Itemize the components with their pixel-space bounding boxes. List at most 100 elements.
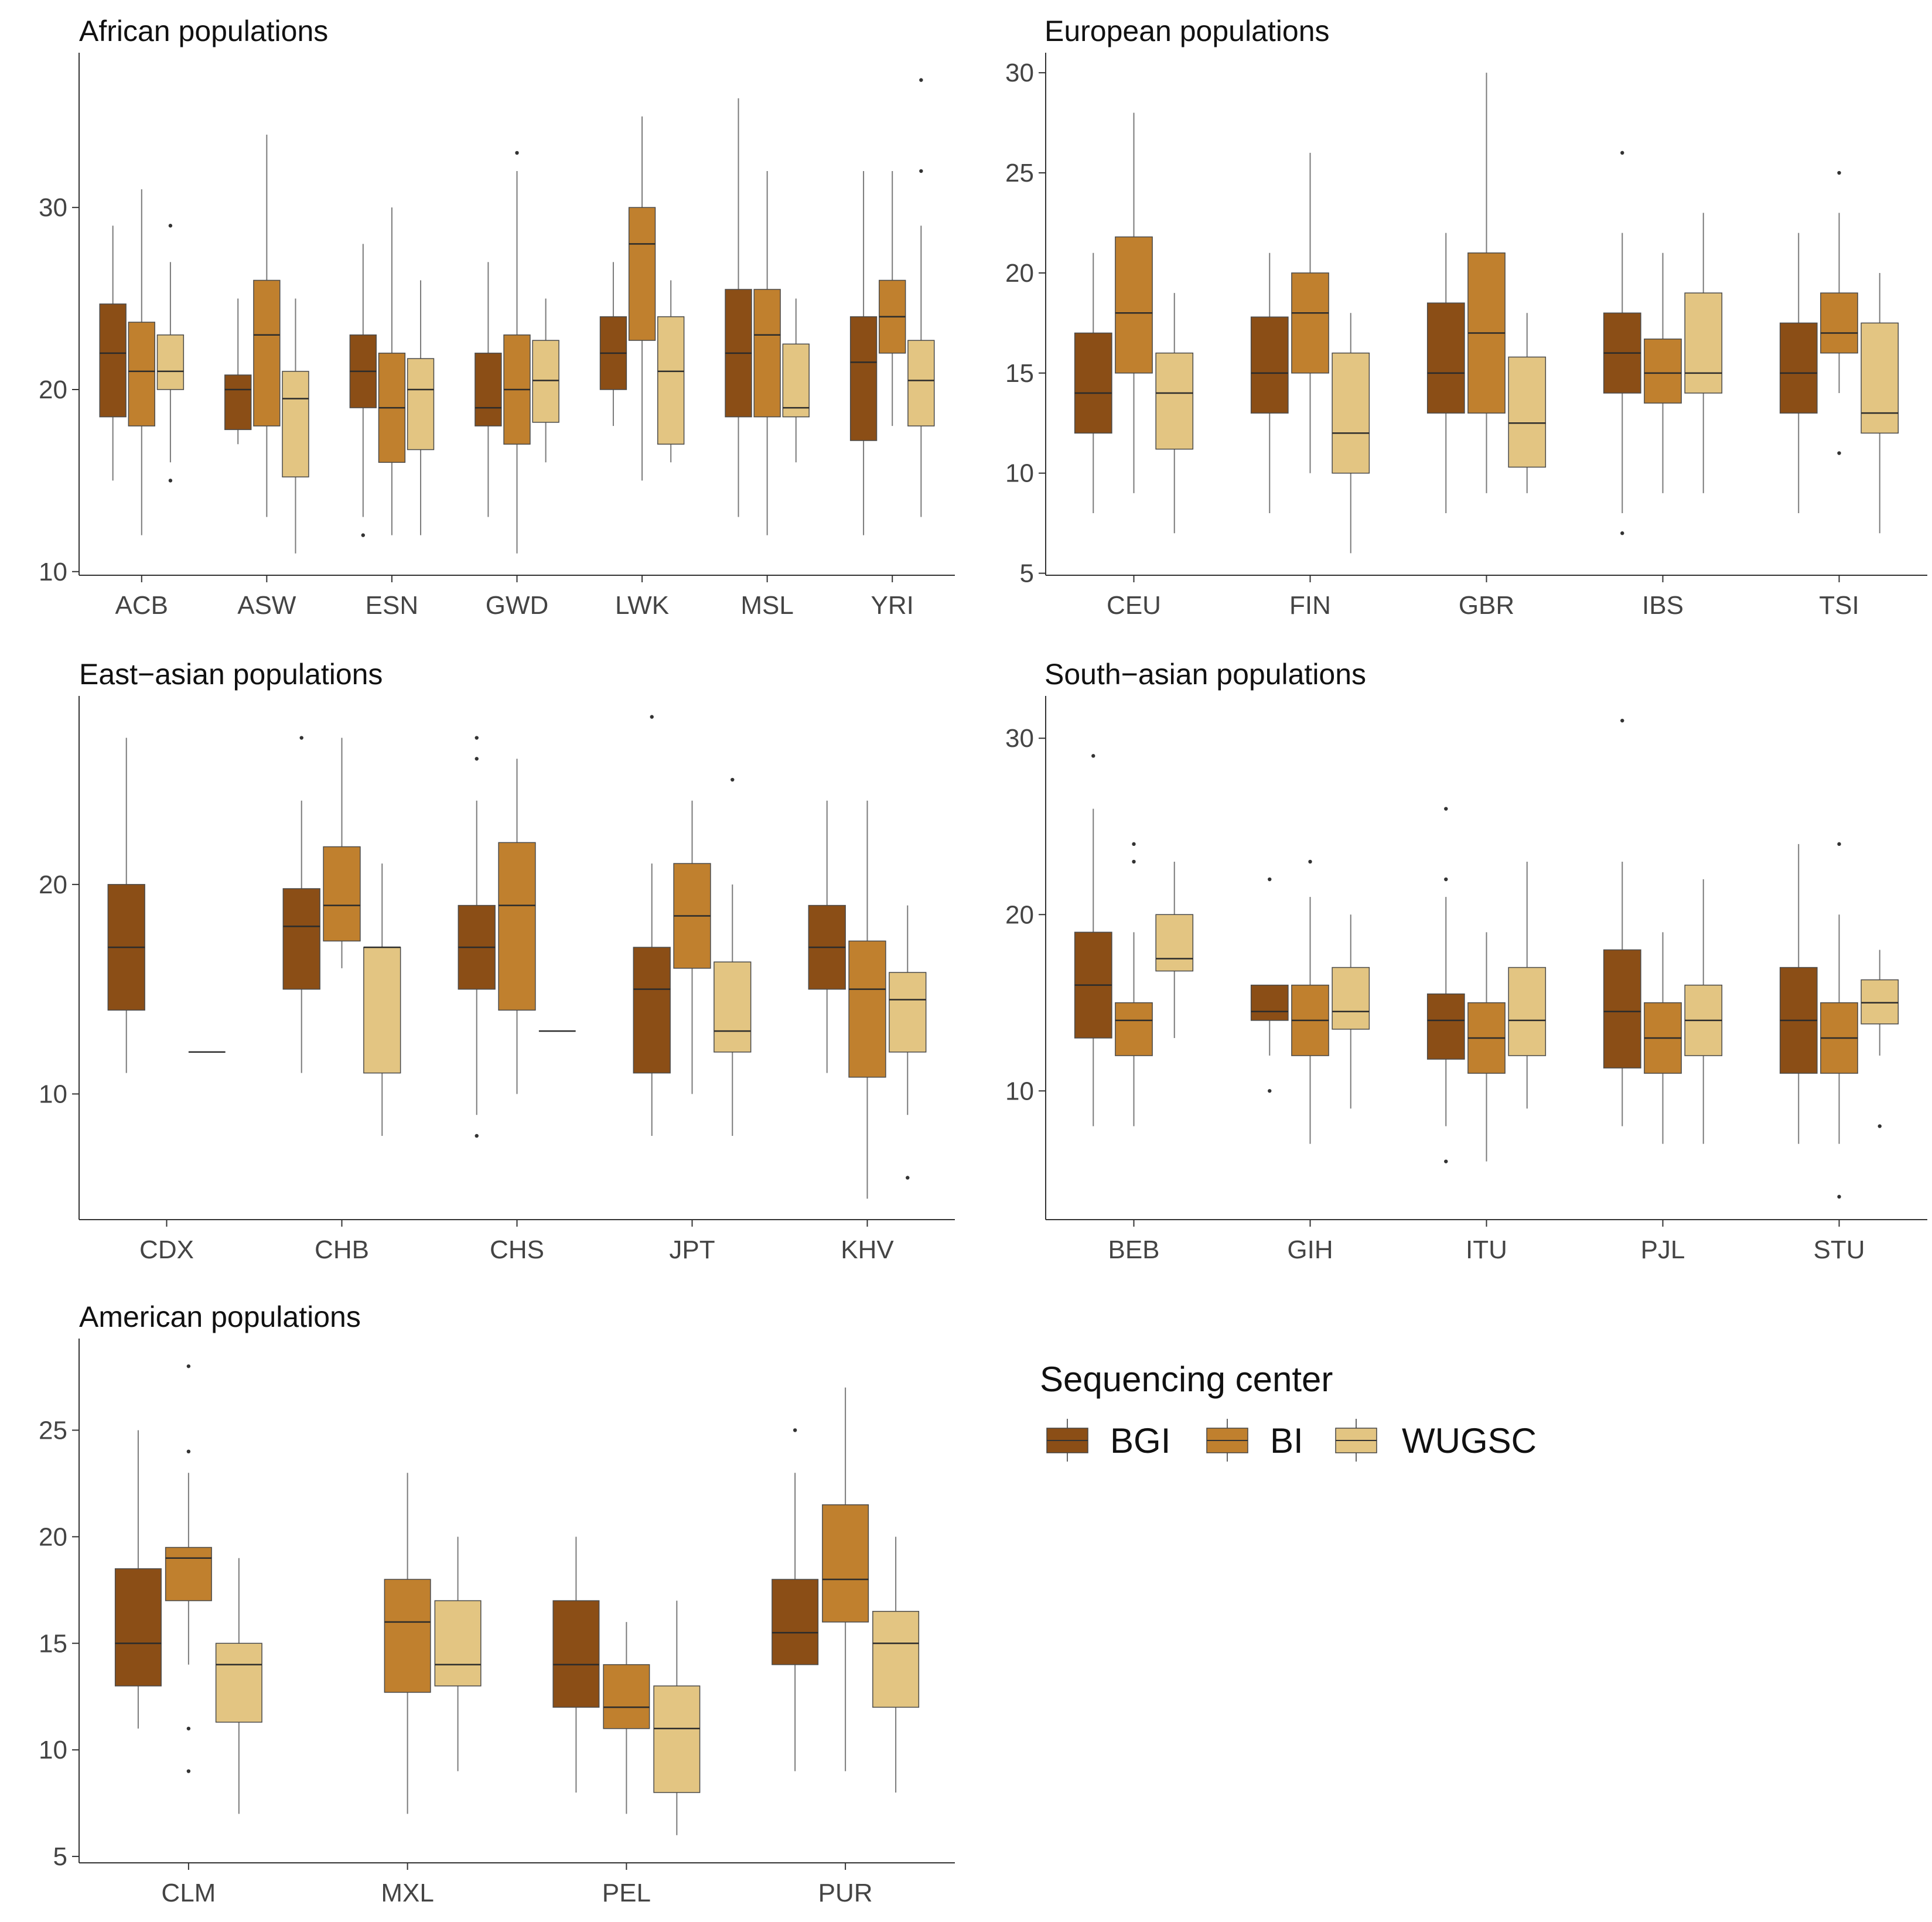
legend-item-bgi: BGI	[1046, 1419, 1170, 1462]
box-body	[1332, 967, 1370, 1030]
box-body	[384, 1579, 431, 1693]
box-pur-bgi	[772, 1428, 819, 1771]
box-body	[907, 340, 935, 426]
box-body	[714, 961, 752, 1053]
outlier-point	[650, 715, 654, 719]
x-tick-label: ITU	[1466, 1235, 1507, 1264]
legend-item-wugsc: WUGSC	[1335, 1419, 1537, 1462]
x-tick-label: MXL	[381, 1879, 433, 1907]
box-chs-bi	[498, 759, 536, 1094]
box-body	[822, 1504, 869, 1623]
box-gwd-bgi	[475, 262, 502, 517]
legend-label-bgi: BGI	[1110, 1421, 1170, 1460]
x-tick-label: GBR	[1459, 591, 1514, 620]
box-ceu-bi	[1115, 112, 1153, 493]
box-body	[1684, 292, 1723, 394]
box-body	[1291, 272, 1329, 374]
box-body	[1508, 356, 1547, 468]
y-tick-label: 10	[39, 1080, 67, 1108]
x-tick-label: STU	[1814, 1235, 1865, 1264]
box-body	[782, 343, 810, 418]
y-tick-label: 15	[39, 1629, 67, 1658]
box-acb-bi	[128, 189, 155, 535]
panel-title: European populations	[1044, 15, 1330, 47]
outlier-point	[1091, 754, 1095, 758]
box-asw-bgi	[224, 298, 252, 445]
box-itu-wugsc	[1508, 861, 1547, 1109]
outlier-point	[1837, 451, 1841, 455]
box-clm-bgi	[114, 1430, 162, 1729]
box-gwd-bi	[503, 151, 531, 554]
box-body	[1332, 352, 1370, 474]
outlier-point	[1132, 842, 1136, 846]
box-body	[1820, 292, 1858, 354]
box-body	[156, 334, 185, 390]
box-lwk-bgi	[599, 262, 627, 426]
outlier-point	[475, 757, 479, 761]
y-tick-label: 15	[1005, 359, 1034, 388]
box-body	[1603, 949, 1641, 1068]
box-itu-bi	[1467, 932, 1506, 1162]
box-yri-wugsc	[907, 78, 935, 517]
box-pel-wugsc	[653, 1600, 701, 1835]
box-jpt-bi	[673, 800, 711, 1094]
x-tick-label: MSL	[740, 591, 793, 620]
box-asw-wugsc	[282, 298, 309, 554]
legend: Sequencing center BGI BI WUGSC	[1040, 1360, 1537, 1462]
outlier-point	[1308, 859, 1312, 864]
outlier-point	[919, 169, 923, 173]
box-tsi-bgi	[1779, 233, 1818, 514]
box-khv-wugsc	[889, 905, 927, 1180]
box-stu-bi	[1820, 842, 1858, 1199]
box-msl-bi	[753, 171, 781, 535]
outlier-point	[906, 1176, 910, 1180]
box-body	[1426, 993, 1465, 1060]
box-beb-bi	[1115, 842, 1153, 1126]
box-stu-bgi	[1779, 844, 1818, 1144]
box-acb-wugsc	[156, 224, 185, 483]
box-body	[872, 1610, 920, 1708]
legend-title: Sequencing center	[1040, 1360, 1333, 1399]
outlier-point	[1837, 170, 1841, 175]
legend-item-bi: BI	[1206, 1419, 1303, 1462]
box-body	[407, 358, 435, 450]
outlier-point	[1837, 1194, 1841, 1199]
x-tick-label: PEL	[602, 1879, 651, 1907]
box-beb-bgi	[1074, 754, 1112, 1126]
box-body	[224, 374, 252, 431]
y-tick-label: 10	[39, 1736, 67, 1764]
box-pel-bi	[603, 1621, 650, 1814]
outlier-point	[1444, 1159, 1448, 1163]
box-cdx-bgi	[107, 738, 145, 1073]
box-body	[1155, 352, 1194, 450]
panel-african-populations: African populations 10 20 30 ACB ASW ESN GWD LWK…	[39, 15, 955, 620]
box-fin-wugsc	[1332, 313, 1370, 554]
outlier-point	[168, 479, 173, 483]
box-mxl-bi	[384, 1473, 431, 1814]
box-chb-bgi	[282, 736, 320, 1073]
x-tick-label: CLM	[161, 1879, 216, 1907]
box-body	[1861, 322, 1899, 434]
x-tick-label: KHV	[841, 1235, 894, 1264]
box-body	[1861, 979, 1899, 1025]
box-body	[1074, 332, 1112, 434]
x-tick-label: GWD	[486, 591, 549, 620]
outlier-point	[1268, 877, 1272, 882]
panel-title: African populations	[79, 15, 328, 47]
box-body	[1644, 338, 1682, 404]
panel-title: American populations	[79, 1300, 361, 1333]
box-body	[552, 1600, 600, 1708]
box-esn-bi	[378, 207, 406, 535]
outlier-point	[731, 777, 735, 782]
outlier-point	[168, 224, 173, 228]
legend-label-wugsc: WUGSC	[1402, 1421, 1537, 1460]
y-tick-label: 10	[39, 558, 67, 586]
panel-title: South−asian populations	[1044, 658, 1366, 691]
box-ibs-bi	[1644, 252, 1682, 493]
y-tick-label: 20	[39, 1522, 67, 1551]
x-tick-label: ASW	[237, 591, 296, 620]
x-tick-label: ACB	[115, 591, 168, 620]
y-tick-label: 5	[1020, 559, 1034, 588]
box-body	[1250, 984, 1289, 1021]
